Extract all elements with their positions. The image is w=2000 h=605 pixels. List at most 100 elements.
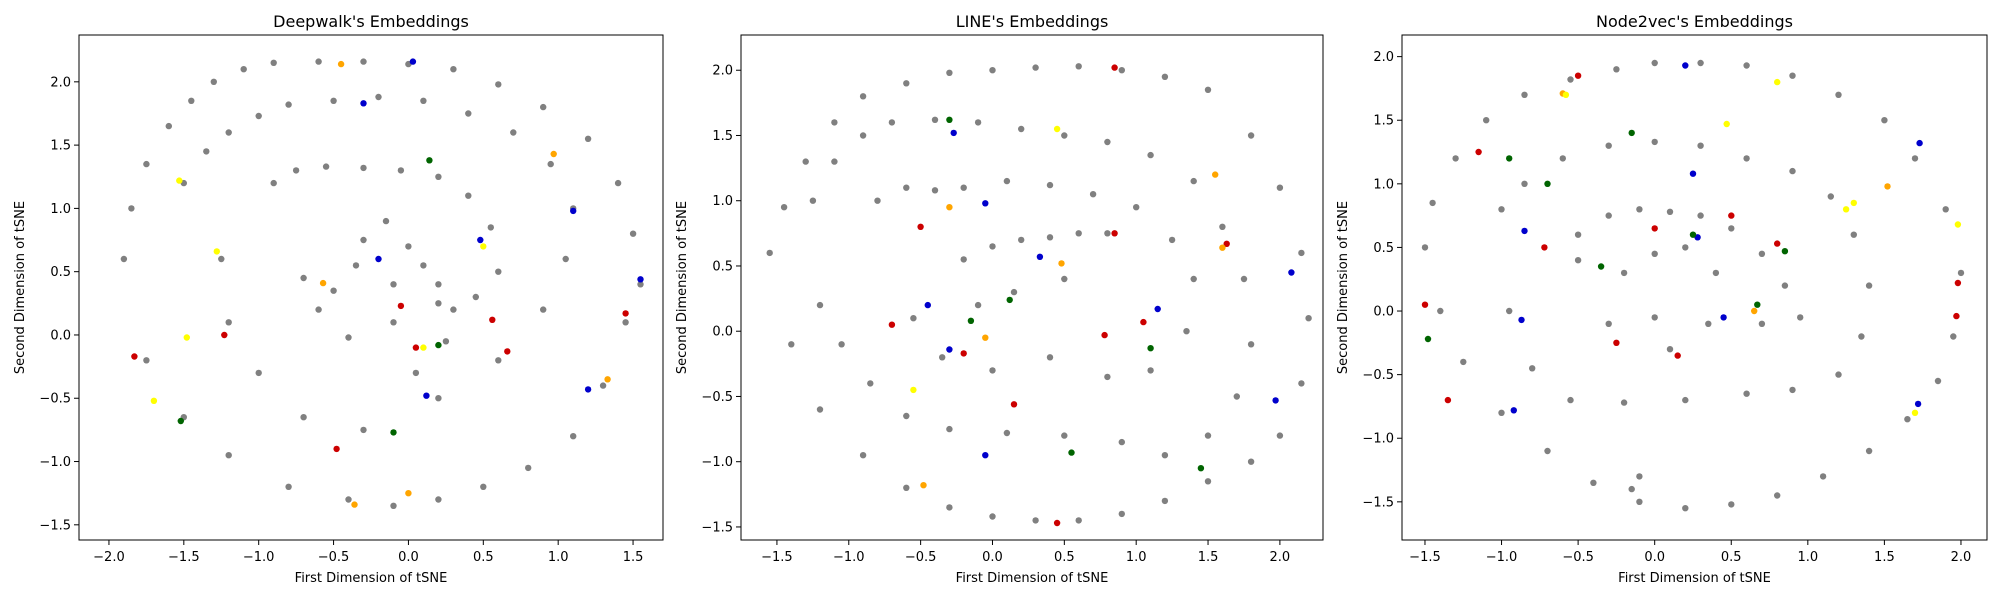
x-tick-label: −2.0: [93, 550, 125, 565]
data-point: [1498, 206, 1505, 213]
data-point: [989, 513, 996, 520]
data-point: [867, 380, 874, 387]
data-point: [1219, 244, 1226, 251]
y-tick-label: −1.0: [39, 455, 71, 470]
data-point: [1272, 397, 1279, 404]
data-point: [960, 184, 967, 191]
data-point: [1147, 367, 1154, 374]
data-point: [637, 276, 644, 283]
data-point: [1620, 399, 1628, 406]
data-point: [1075, 230, 1082, 237]
data-point: [472, 293, 479, 301]
data-point: [946, 425, 953, 433]
data-point: [788, 341, 795, 348]
data-point: [550, 150, 557, 158]
data-point: [1689, 170, 1697, 177]
y-tick-label: 2.0: [712, 64, 733, 79]
data-point: [270, 59, 277, 66]
data-point: [1934, 377, 1942, 385]
data-point: [128, 205, 135, 212]
y-tick-label: −0.5: [39, 392, 71, 407]
data-point: [1567, 76, 1574, 83]
data-point: [1651, 225, 1658, 232]
data-point: [1204, 432, 1212, 439]
data-point: [1697, 142, 1704, 149]
data-point: [1743, 155, 1750, 162]
data-point: [946, 346, 953, 353]
data-point: [397, 302, 405, 310]
data-point: [1101, 331, 1108, 339]
data-point: [1204, 478, 1212, 485]
data-point: [1942, 206, 1949, 213]
data-point: [1689, 231, 1697, 238]
y-tick-label: 0.0: [1373, 305, 1394, 320]
data-point: [465, 192, 472, 199]
data-point: [910, 315, 917, 322]
data-point: [1168, 236, 1176, 244]
data-point: [412, 369, 420, 377]
data-point: [1574, 231, 1582, 238]
data-point: [946, 116, 953, 124]
data-point: [1613, 66, 1620, 73]
data-point: [599, 382, 607, 389]
data-point: [375, 93, 382, 101]
scatter-panel: −1.5 −1.0 −0.5 0.0 0.5 1.0 1.5 2.0 −1.5 −1.0 −0.5 0…: [675, 12, 1324, 586]
data-point: [1140, 318, 1147, 326]
data-point: [420, 262, 427, 269]
data-point: [888, 119, 896, 126]
data-point: [435, 281, 442, 288]
data-point: [1003, 177, 1011, 185]
data-point: [1247, 458, 1255, 465]
data-point: [1743, 390, 1750, 397]
data-point: [1674, 352, 1681, 359]
data-point: [622, 319, 629, 326]
data-point: [780, 204, 788, 211]
data-point: [409, 58, 417, 65]
data-point: [390, 429, 397, 436]
data-point: [1058, 260, 1065, 267]
data-point: [420, 97, 427, 105]
data-point: [1006, 296, 1013, 304]
y-tick-label: −1.5: [39, 518, 71, 533]
data-point: [1620, 269, 1628, 277]
data-point: [939, 354, 946, 361]
data-point: [960, 256, 967, 263]
data-point: [143, 160, 150, 168]
data-point: [330, 97, 337, 105]
data-point: [974, 301, 982, 309]
y-tick-label: −1.5: [701, 520, 733, 535]
y-tick-label: −0.5: [701, 390, 733, 405]
y-tick-label: −1.5: [1362, 495, 1394, 510]
data-point: [1954, 221, 1962, 228]
x-tick-label: 1.0: [1797, 550, 1818, 565]
data-point: [920, 482, 927, 489]
data-point: [1518, 316, 1525, 324]
data-point: [1111, 64, 1118, 71]
data-point: [831, 158, 838, 165]
data-point: [1421, 244, 1429, 251]
data-point: [1104, 138, 1111, 146]
data-point: [240, 66, 247, 73]
data-point: [1842, 206, 1850, 213]
data-point: [960, 350, 967, 357]
data-point: [974, 119, 982, 126]
data-point: [360, 58, 367, 65]
plot-frame: [1401, 34, 1988, 541]
y-tick-label: 1.0: [1373, 177, 1394, 192]
data-point: [390, 319, 397, 326]
data-point: [1424, 335, 1432, 343]
data-point: [1751, 307, 1758, 315]
data-point: [1190, 275, 1197, 283]
data-point: [1567, 396, 1574, 404]
x-tick-label: 0.5: [473, 550, 494, 565]
data-point: [1774, 240, 1781, 247]
x-tick-label: 1.5: [623, 550, 644, 565]
data-point: [360, 164, 367, 172]
data-point: [1865, 447, 1873, 455]
data-point: [1204, 86, 1212, 94]
data-point: [1911, 409, 1919, 416]
x-axis-label: First Dimension of tSNE: [295, 571, 448, 586]
data-point: [1521, 180, 1528, 187]
data-point: [1247, 132, 1255, 139]
